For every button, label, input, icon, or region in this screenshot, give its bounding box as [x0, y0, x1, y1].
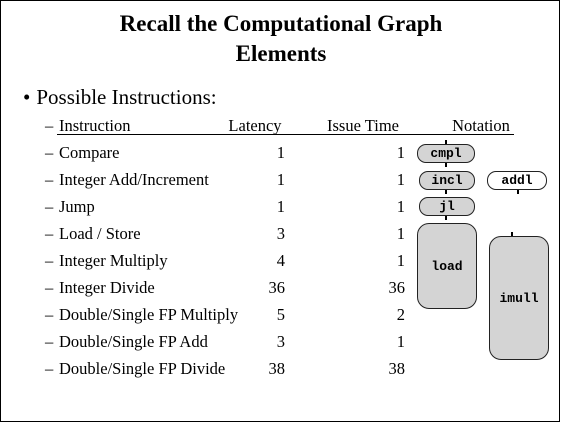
- table-row: – Compare 1 1: [1, 143, 561, 167]
- instruction-name: Integer Multiply: [59, 251, 168, 270]
- latency-value: 1: [276, 197, 285, 216]
- header-underline: [57, 134, 514, 135]
- cmpl-node: cmpl: [417, 144, 475, 163]
- instruction-name: Double/Single FP Add: [59, 332, 208, 351]
- latency-value: 3: [276, 224, 285, 243]
- header-issue-time: Issue Time: [327, 116, 399, 135]
- edge-tick: [517, 190, 519, 194]
- edge-tick: [445, 163, 447, 167]
- edge-tick: [511, 232, 513, 236]
- latency-value: 3: [276, 332, 285, 351]
- table-header: – Instruction Latency Issue Time Notatio…: [1, 116, 561, 140]
- latency-value: 38: [268, 359, 286, 378]
- slide-title: Recall the Computational Graph Elements: [1, 9, 561, 69]
- instruction-name: Integer Divide: [59, 278, 155, 297]
- issue-time-value: 1: [396, 170, 405, 189]
- incl-node: incl: [419, 171, 475, 190]
- instruction-name: Compare: [59, 143, 120, 162]
- bullet-text: Possible Instructions:: [36, 85, 217, 109]
- table-row: – Jump 1 1: [1, 197, 561, 221]
- load-node: load: [417, 223, 477, 309]
- latency-value: 1: [276, 170, 285, 189]
- edge-tick: [445, 216, 447, 220]
- row-dash: –: [45, 170, 54, 189]
- table-row: – Double/Single FP Add 3 1: [1, 332, 561, 356]
- table-row: – Integer Divide 36 36: [1, 278, 561, 302]
- title-line-2: Elements: [235, 41, 327, 66]
- issue-time-value: 38: [388, 359, 406, 378]
- issue-time-value: 1: [396, 197, 405, 216]
- row-dash: –: [45, 278, 54, 297]
- row-dash: –: [45, 332, 54, 351]
- row-dash: –: [45, 143, 54, 162]
- row-dash: –: [45, 251, 54, 270]
- jl-node: jl: [419, 197, 475, 216]
- table-row: – Double/Single FP Divide 38 38: [1, 359, 561, 383]
- table-row: – Load / Store 3 1: [1, 224, 561, 248]
- issue-time-value: 36: [388, 278, 406, 297]
- latency-value: 36: [268, 278, 286, 297]
- edge-tick: [445, 190, 447, 194]
- instruction-name: Jump: [59, 197, 95, 216]
- row-dash: –: [45, 305, 54, 324]
- header-dash: –: [45, 116, 54, 135]
- latency-value: 4: [276, 251, 285, 270]
- instruction-name: Load / Store: [59, 224, 141, 243]
- issue-time-value: 1: [396, 251, 405, 270]
- row-dash: –: [45, 224, 54, 243]
- latency-value: 5: [276, 305, 285, 324]
- row-dash: –: [45, 197, 54, 216]
- header-instruction: Instruction: [59, 116, 131, 135]
- issue-time-value: 2: [396, 305, 405, 324]
- instruction-name: Integer Add/Increment: [59, 170, 209, 189]
- issue-time-value: 1: [396, 143, 405, 162]
- table-row: – Double/Single FP Multiply 5 2: [1, 305, 561, 329]
- issue-time-value: 1: [396, 332, 405, 351]
- table-row: – Integer Multiply 4 1: [1, 251, 561, 275]
- row-dash: –: [45, 359, 54, 378]
- issue-time-value: 1: [396, 224, 405, 243]
- addl-node: addl: [487, 171, 547, 190]
- instruction-name: Double/Single FP Multiply: [59, 305, 239, 324]
- title-line-1: Recall the Computational Graph: [119, 11, 443, 36]
- bullet-possible-instructions: • Possible Instructions:: [23, 85, 217, 110]
- bullet-dot: •: [23, 85, 31, 109]
- edge-tick: [445, 140, 447, 144]
- header-latency: Latency: [228, 116, 282, 135]
- table-row: – Integer Add/Increment 1 1: [1, 170, 561, 194]
- header-notation: Notation: [452, 116, 510, 135]
- latency-value: 1: [276, 143, 285, 162]
- instruction-name: Double/Single FP Divide: [59, 359, 226, 378]
- imull-node: imull: [489, 236, 549, 360]
